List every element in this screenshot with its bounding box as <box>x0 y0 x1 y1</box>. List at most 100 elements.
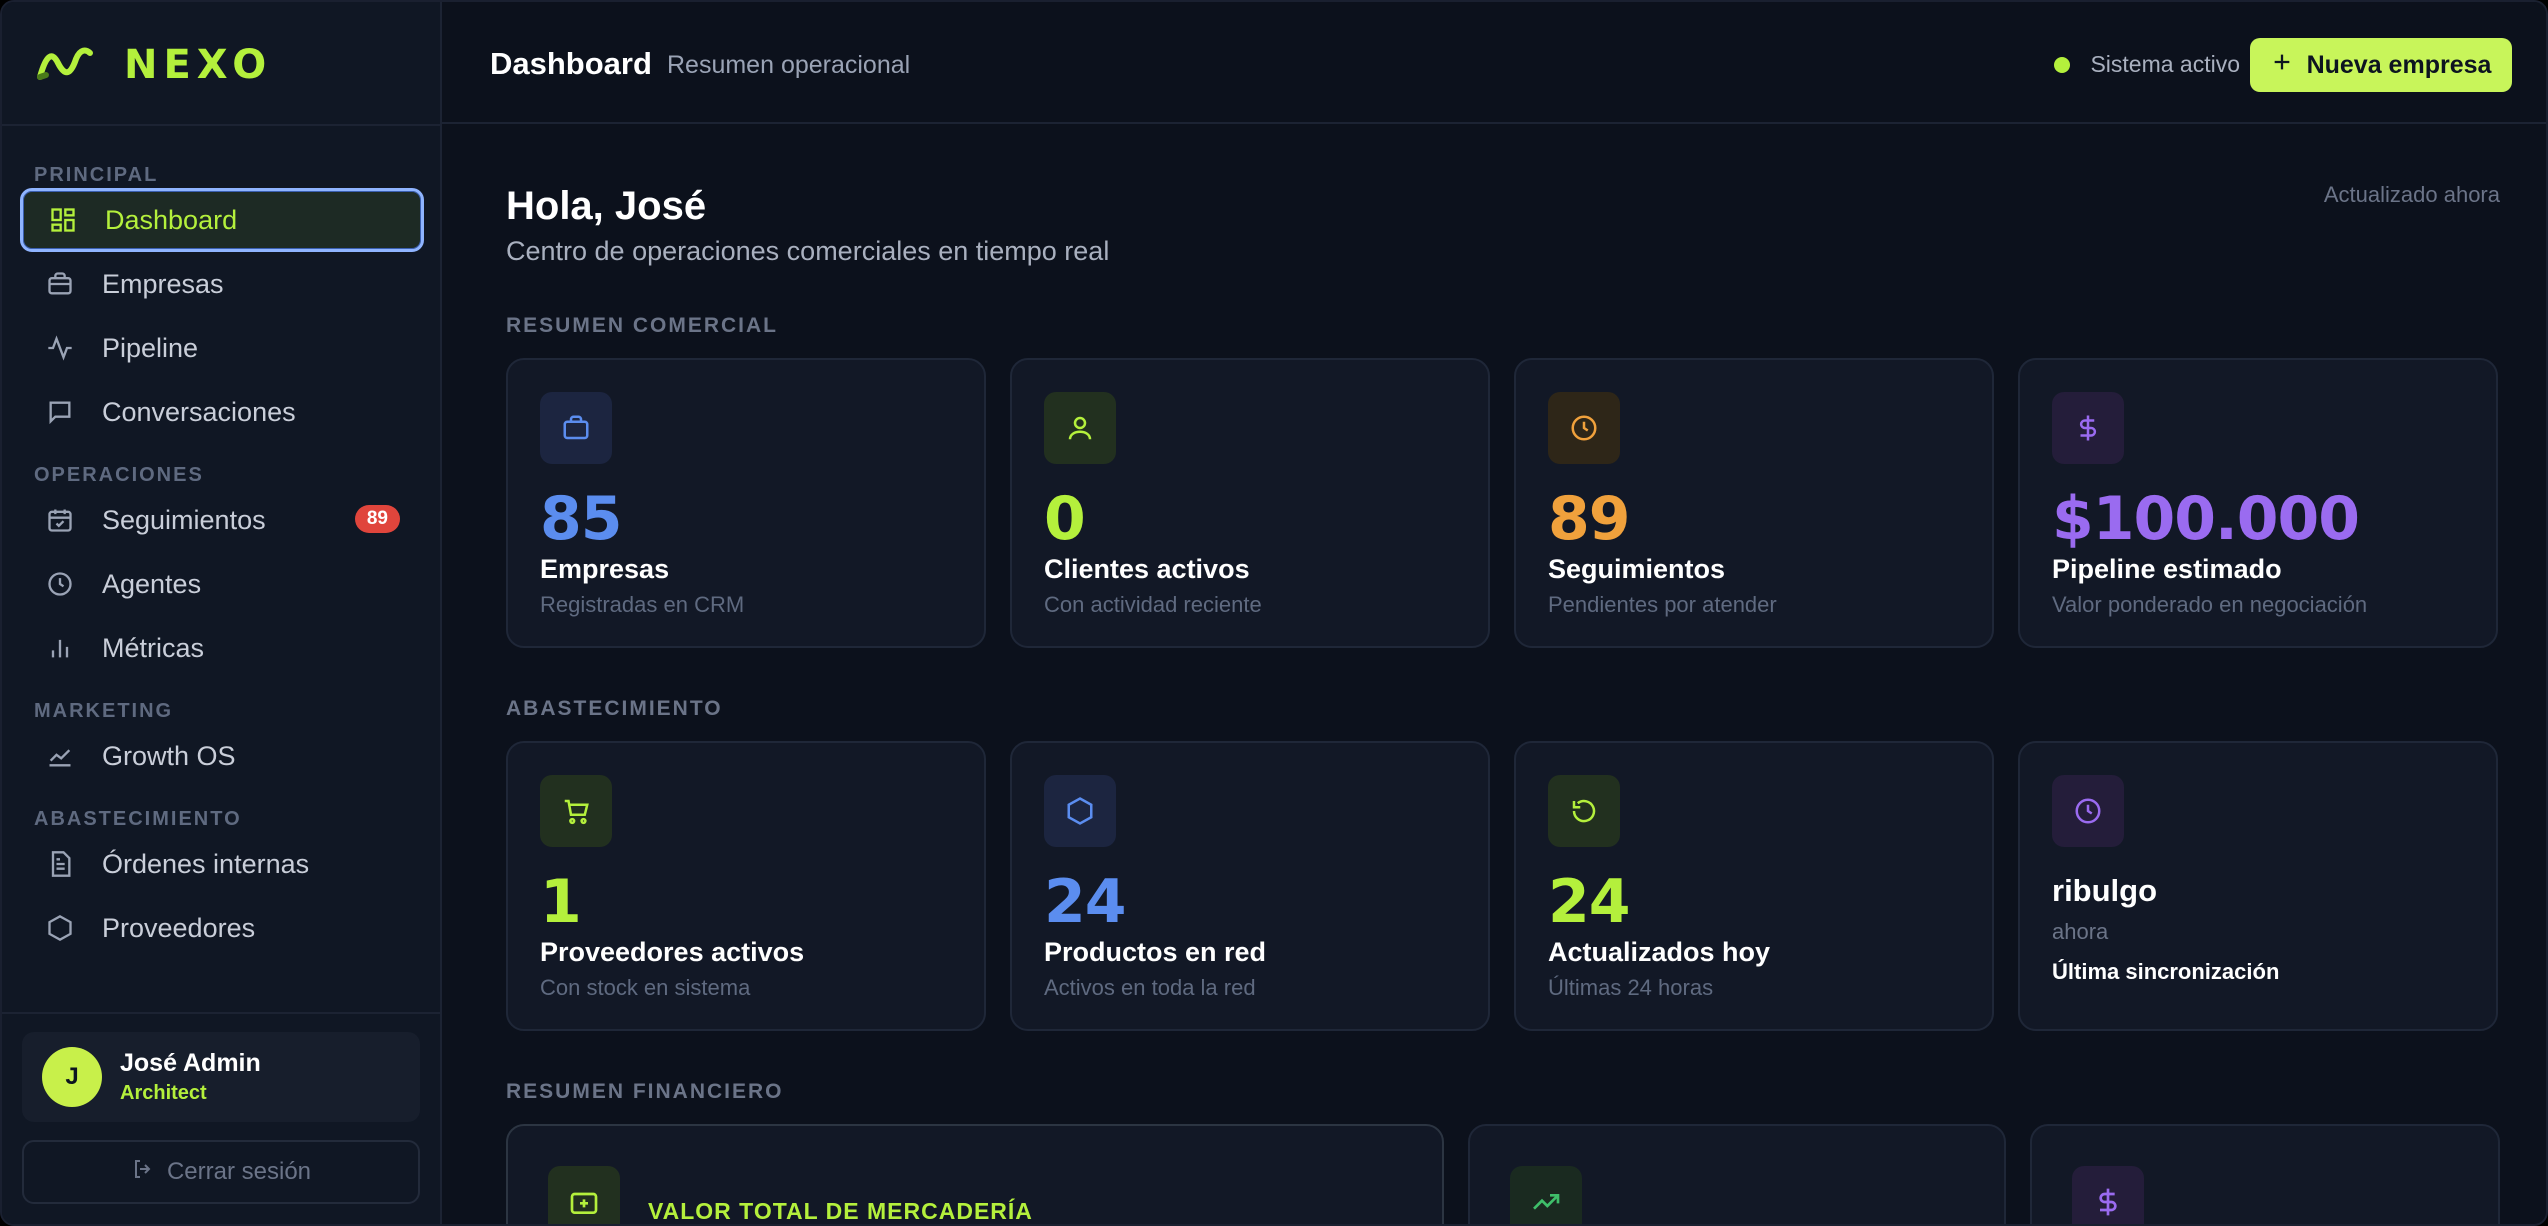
section-abastecimiento: ABASTECIMIENTO <box>506 697 723 720</box>
stat-label: Seguimientos <box>1548 554 1726 584</box>
bar-chart-icon <box>44 632 76 664</box>
page-title: Dashboard <box>490 46 652 81</box>
divider <box>2 124 442 126</box>
clock-icon <box>1548 392 1620 464</box>
brand-logo[interactable]: NEXO <box>36 42 272 88</box>
logout-icon <box>131 1157 155 1188</box>
system-status: Sistema activo <box>2054 51 2240 78</box>
financial-title: VALOR TOTAL DE MERCADERÍA <box>648 1198 1033 1224</box>
stat-card-proveedores-activos[interactable]: 1 Proveedores activos Con stock en siste… <box>506 741 986 1031</box>
greeting-subtitle: Centro de operaciones comerciales en tie… <box>506 236 1110 266</box>
sidebar-item-label: Proveedores <box>102 912 256 943</box>
stat-value: 0 <box>1044 484 1086 554</box>
sidebar-item-label: Dashboard <box>105 204 238 235</box>
divider <box>2 1012 442 1014</box>
stat-label: Actualizados hoy <box>1548 937 1771 967</box>
sidebar-item-growth-os[interactable]: Growth OS <box>20 724 424 788</box>
sidebar-item-seguimientos[interactable]: Seguimientos 89 <box>20 488 424 552</box>
sidebar-item-label: Órdenes internas <box>102 848 310 879</box>
stat-desc: Valor ponderado en negociación <box>2052 592 2368 617</box>
page-subtitle: Resumen operacional <box>667 51 911 79</box>
stat-desc: Registradas en CRM <box>540 592 745 617</box>
count-badge: 89 <box>354 505 400 533</box>
user-icon <box>1044 392 1116 464</box>
sidebar-item-label: Seguimientos <box>102 504 266 535</box>
stat-value: 24 <box>1044 867 1126 937</box>
sync-card[interactable]: ribulgo ahora Última sincronización <box>2018 741 2498 1031</box>
stat-desc: Con actividad reciente <box>1044 592 1262 617</box>
section-marketing: MARKETING <box>34 700 174 722</box>
trend-icon <box>44 740 76 772</box>
status-label: Sistema activo <box>2090 51 2240 77</box>
sync-label: Última sincronización <box>2052 959 2280 984</box>
stat-card-pipeline-estimado[interactable]: $100.000 Pipeline estimado Valor pondera… <box>2018 358 2498 648</box>
stat-value: 1 <box>540 867 582 937</box>
stat-value: $100.000 <box>2052 484 2360 554</box>
stat-label: Proveedores activos <box>540 937 805 967</box>
avatar: J <box>42 1047 102 1107</box>
sidebar: NEXO PRINCIPAL Dashboard Empresas <box>2 2 442 1224</box>
stat-desc: Últimas 24 horas <box>1548 975 1714 1000</box>
stat-value: 89 <box>1548 484 1630 554</box>
financial-card-mercaderia[interactable]: VALOR TOTAL DE MERCADERÍA <box>506 1124 1444 1224</box>
clock-icon <box>2052 775 2124 847</box>
new-company-button[interactable]: Nueva empresa <box>2250 38 2512 92</box>
user-role: Architect <box>120 1082 207 1104</box>
financial-card-trend[interactable] <box>1468 1124 2006 1224</box>
sidebar-item-proveedores[interactable]: Proveedores <box>20 896 424 960</box>
logout-button[interactable]: Cerrar sesión <box>22 1140 420 1204</box>
sidebar-item-agentes[interactable]: Agentes <box>20 552 424 616</box>
stat-card-clientes-activos[interactable]: 0 Clientes activos Con actividad recient… <box>1010 358 1490 648</box>
calendar-check-icon <box>44 504 76 536</box>
sidebar-nav: PRINCIPAL Dashboard Empresas Pipeline <box>2 150 442 1012</box>
stat-value: 24 <box>1548 867 1630 937</box>
section-resumen-comercial: RESUMEN COMERCIAL <box>506 314 779 337</box>
dollar-icon <box>2072 1166 2144 1224</box>
section-abastecimiento: ABASTECIMIENTO <box>34 808 242 830</box>
hexagon-icon <box>1044 775 1116 847</box>
stat-card-seguimientos[interactable]: 89 Seguimientos Pendientes por atender <box>1514 358 1994 648</box>
sidebar-item-label: Growth OS <box>102 740 236 771</box>
trend-icon <box>1510 1166 1582 1224</box>
sync-source: ribulgo <box>2052 873 2158 908</box>
sync-time: ahora <box>2052 919 2109 944</box>
sidebar-item-conversaciones[interactable]: Conversaciones <box>20 380 424 444</box>
dollar-icon <box>2052 392 2124 464</box>
grid-icon <box>47 204 79 236</box>
document-icon <box>44 848 76 880</box>
stat-label: Clientes activos <box>1044 554 1250 584</box>
sidebar-item-label: Métricas <box>102 632 205 663</box>
sidebar-item-label: Agentes <box>102 568 202 599</box>
sidebar-item-label: Conversaciones <box>102 396 296 427</box>
user-profile[interactable]: J José Admin Architect <box>22 1032 420 1122</box>
status-dot-icon <box>2054 56 2071 73</box>
sidebar-item-metricas[interactable]: Métricas <box>20 616 424 680</box>
sidebar-item-ordenes-internas[interactable]: Órdenes internas <box>20 832 424 896</box>
financial-card-dollar[interactable] <box>2030 1124 2500 1224</box>
stat-desc: Activos en toda la red <box>1044 975 1256 1000</box>
briefcase-icon <box>540 392 612 464</box>
stat-card-productos-en-red[interactable]: 24 Productos en red Activos en toda la r… <box>1010 741 1490 1031</box>
chat-icon <box>44 396 76 428</box>
stat-value: 85 <box>540 484 622 554</box>
stat-label: Empresas <box>540 554 670 584</box>
sidebar-item-dashboard[interactable]: Dashboard <box>20 188 424 252</box>
stat-card-actualizados-hoy[interactable]: 24 Actualizados hoy Últimas 24 horas <box>1514 741 1994 1031</box>
nexo-logo-icon <box>37 47 93 80</box>
brand-name: NEXO <box>124 42 273 88</box>
briefcase-icon <box>44 268 76 300</box>
stat-card-empresas[interactable]: 85 Empresas Registradas en CRM <box>506 358 986 648</box>
stat-label: Pipeline estimado <box>2052 554 2282 584</box>
section-resumen-financiero: RESUMEN FINANCIERO <box>506 1080 784 1103</box>
sidebar-item-empresas[interactable]: Empresas <box>20 252 424 316</box>
activity-icon <box>44 332 76 364</box>
stat-label: Productos en red <box>1044 937 1267 967</box>
sidebar-item-pipeline[interactable]: Pipeline <box>20 316 424 380</box>
user-name: José Admin <box>120 1049 261 1077</box>
cart-icon <box>540 775 612 847</box>
sidebar-item-label: Pipeline <box>102 332 199 363</box>
box-icon <box>44 912 76 944</box>
main-content: Hola, José Centro de operaciones comerci… <box>442 126 2546 1224</box>
section-operaciones: OPERACIONES <box>34 464 204 486</box>
